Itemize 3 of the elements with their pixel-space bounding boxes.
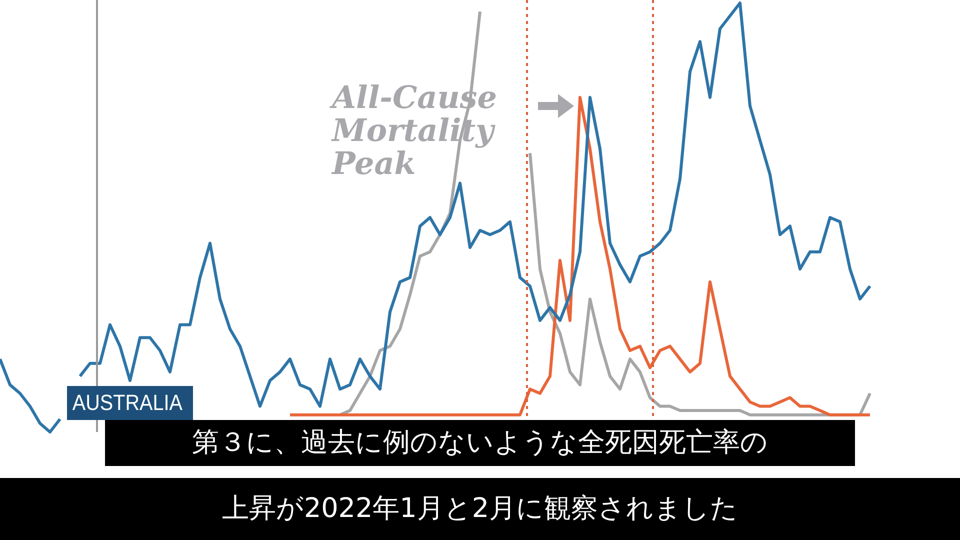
caption-panel: 上昇が2022年1月と2月に観察されました — [0, 478, 960, 540]
caption-panel: 第３に、過去に例のないような全死因死亡率の — [105, 420, 855, 466]
title-panel: AUSTRALIA — [67, 386, 193, 420]
